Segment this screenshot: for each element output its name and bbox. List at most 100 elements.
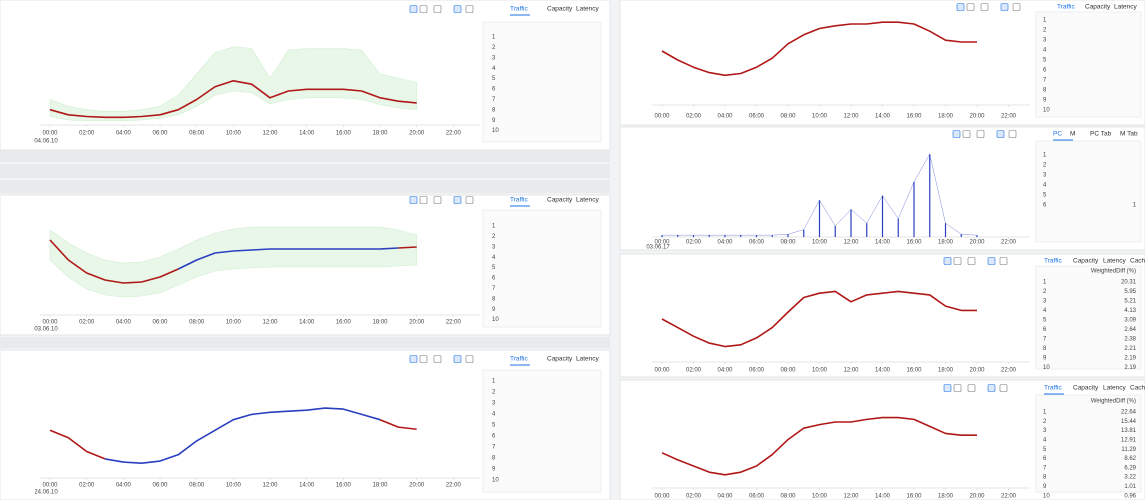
rank: 8 <box>492 296 496 302</box>
rank: 6 <box>1043 203 1047 209</box>
rank: 4 <box>1043 308 1047 314</box>
tab[interactable]: Traffic <box>510 6 528 13</box>
tab[interactable]: Capacity <box>1073 385 1099 392</box>
envelope-band <box>49 46 417 122</box>
toolbar-icon[interactable] <box>996 130 1005 138</box>
x-tick-label: 08:00 <box>780 114 796 120</box>
toolbar-icon[interactable] <box>453 196 462 204</box>
toolbar-icon[interactable] <box>967 384 976 392</box>
toolbar-icon[interactable] <box>419 196 428 204</box>
tab[interactable]: Capacity <box>547 6 573 13</box>
toolbar-icon[interactable] <box>465 355 474 363</box>
collapsed-row[interactable] <box>0 164 610 178</box>
table-value: 15.44 <box>1121 419 1137 425</box>
tab[interactable]: Latency <box>1103 385 1127 392</box>
tab[interactable]: Capacity <box>1073 258 1099 265</box>
tab[interactable]: M Tab <box>1120 131 1138 138</box>
toolbar-icon[interactable] <box>465 196 474 204</box>
tab[interactable]: Capacity <box>1085 4 1111 11</box>
collapsed-row[interactable] <box>0 337 610 348</box>
table-value: 3.22 <box>1124 475 1136 481</box>
toolbar-icon[interactable] <box>987 257 996 265</box>
series-line <box>177 247 399 270</box>
toolbar-icon[interactable] <box>952 130 961 138</box>
rank: 1 <box>492 379 496 385</box>
x-tick-label: 04:00 <box>717 114 733 120</box>
tab[interactable]: Latency <box>576 197 600 204</box>
toolbar-icon[interactable] <box>987 384 996 392</box>
toolbar-icon[interactable] <box>966 3 975 11</box>
table-header: WeightedDiff (%) <box>1091 399 1136 405</box>
x-tick-label: 00:00 <box>654 368 670 374</box>
toolbar-icon[interactable] <box>999 384 1008 392</box>
table-value: 1.01 <box>1124 484 1136 490</box>
toolbar-icon[interactable] <box>453 355 462 363</box>
toolbar-icon[interactable] <box>967 257 976 265</box>
toolbar-icon[interactable] <box>453 5 462 13</box>
tab[interactable]: Traffic <box>1044 258 1062 265</box>
toolbar-icon[interactable] <box>956 3 965 11</box>
rank: 4 <box>1043 48 1047 54</box>
toolbar-icon[interactable] <box>943 384 952 392</box>
rank: 2 <box>492 390 496 396</box>
rank: 3 <box>492 401 496 407</box>
x-tick-label: 10:00 <box>226 483 242 489</box>
x-tick-label: 16:00 <box>336 131 352 137</box>
rank: 3 <box>492 244 496 250</box>
table-box <box>482 209 602 328</box>
x-tick-label: 14:00 <box>875 114 891 120</box>
toolbar-icon[interactable] <box>1000 3 1009 11</box>
tab[interactable]: Capacity <box>547 197 573 204</box>
x-tick-label: 18:00 <box>372 483 388 489</box>
toolbar-icon[interactable] <box>999 257 1008 265</box>
x-tick-label: 18:00 <box>372 131 388 137</box>
toolbar-icon[interactable] <box>409 355 418 363</box>
tab[interactable]: Latency <box>1114 4 1138 11</box>
tab[interactable]: Traffic <box>1057 4 1075 11</box>
tab[interactable]: PC Tab <box>1090 131 1112 138</box>
toolbar-icon[interactable] <box>409 5 418 13</box>
tab[interactable]: Traffic <box>510 197 528 204</box>
toolbar-icon[interactable] <box>409 196 418 204</box>
toolbar-icon[interactable] <box>433 5 442 13</box>
rank: 9 <box>492 467 496 473</box>
toolbar-icon[interactable] <box>980 3 989 11</box>
toolbar-icon[interactable] <box>1012 3 1021 11</box>
tab[interactable]: M <box>1070 131 1075 138</box>
toolbar-icon[interactable] <box>1008 130 1017 138</box>
x-tick-label: 14:00 <box>875 494 891 500</box>
toolbar-icon[interactable] <box>953 257 962 265</box>
tab[interactable]: Cache <box>1130 258 1145 265</box>
tab[interactable]: Latency <box>576 6 600 13</box>
collapsed-row[interactable] <box>0 150 610 162</box>
collapsed-row[interactable] <box>0 180 610 193</box>
tab[interactable]: Traffic <box>1044 385 1062 392</box>
toolbar-icon[interactable] <box>419 5 428 13</box>
tab[interactable]: Latency <box>576 356 600 363</box>
tab[interactable]: Traffic <box>510 356 528 363</box>
toolbar-icon[interactable] <box>976 130 985 138</box>
toolbar-icon[interactable] <box>419 355 428 363</box>
x-tick-label: 16:00 <box>336 320 352 326</box>
x-tick-label: 02:00 <box>686 494 702 500</box>
tab[interactable]: PC <box>1053 131 1062 138</box>
rank: 10 <box>492 317 499 323</box>
x-tick-label: 04:00 <box>717 240 733 246</box>
tab[interactable]: Capacity <box>547 356 573 363</box>
toolbar-icon[interactable] <box>433 196 442 204</box>
rank: 2 <box>492 234 496 240</box>
rank: 4 <box>492 412 496 418</box>
rank: 4 <box>1043 183 1047 189</box>
rank: 9 <box>492 118 496 124</box>
x-tick-label: 06:00 <box>749 114 765 120</box>
toolbar-icon[interactable] <box>962 130 971 138</box>
rank: 7 <box>1043 465 1047 471</box>
toolbar-icon[interactable] <box>433 355 442 363</box>
toolbar-icon[interactable] <box>465 5 474 13</box>
toolbar-icon[interactable] <box>953 384 962 392</box>
series-line <box>661 290 977 348</box>
tab[interactable]: Cache <box>1130 385 1145 392</box>
toolbar-icon[interactable] <box>943 257 952 265</box>
tab[interactable]: Latency <box>1103 258 1127 265</box>
table-value: 3.09 <box>1124 318 1136 324</box>
